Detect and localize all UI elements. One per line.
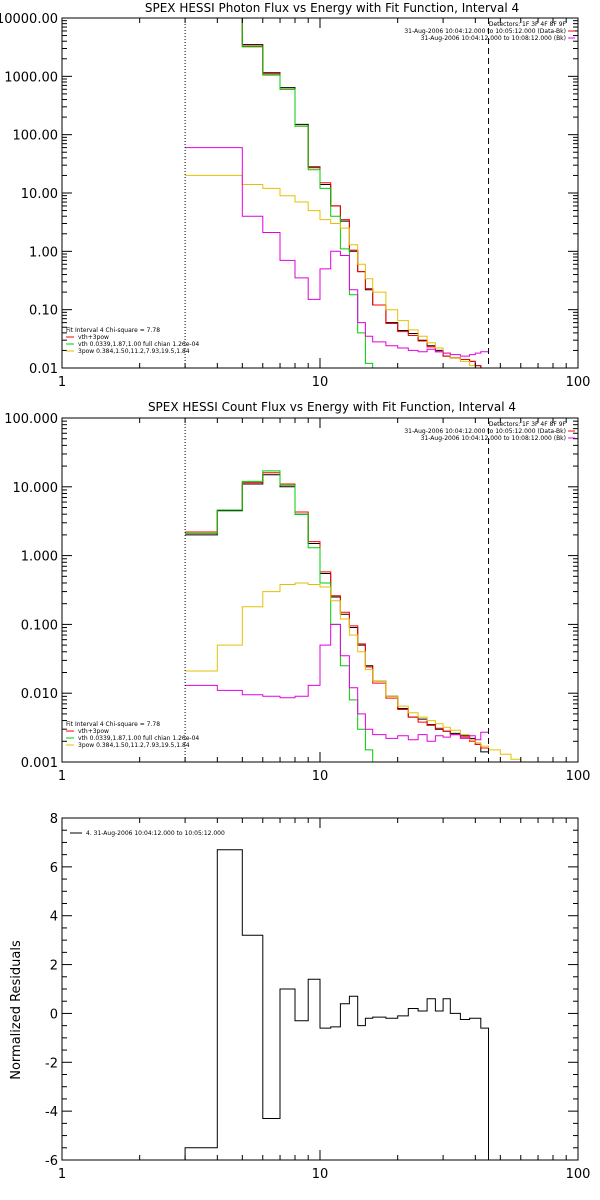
photon-flux-plot-frame [61, 17, 579, 369]
photon-flux-y-tick-label: 0.10 [29, 304, 58, 319]
count-flux-info-text: Detectors: 1F 3F 4F 8F 9F [489, 421, 567, 428]
count-flux-legend-text: vth+3pow [78, 728, 109, 735]
count-flux-y-tick-label: 100.000 [4, 412, 58, 427]
photon-flux-x-tick-label: 100 [566, 375, 591, 390]
count-flux-series-4 [185, 623, 489, 742]
residuals-x-tick-label: 1 [58, 1167, 66, 1182]
photon-flux-y-tick-label: 1.00 [29, 245, 58, 260]
count-flux-series-0 [185, 474, 489, 753]
count-flux-y-tick-label: 0.001 [21, 756, 58, 771]
residuals-y-tick-label: 8 [50, 812, 58, 827]
residuals-y-tick-label: -4 [45, 1105, 58, 1120]
count-flux-info-text: 31-Aug-2006 10:04:12.000 to 10:05:12.000… [404, 428, 566, 435]
count-flux-y-tick-label: 10.000 [13, 481, 59, 496]
photon-flux-y-tick-label: 0.01 [29, 362, 58, 377]
photon-flux-info-text: 31-Aug-2006 10:04:12.000 to 10:08:12.000… [421, 35, 566, 42]
photon-flux-info-text: Detectors: 1F 3F 4F 8F 9F [489, 21, 567, 28]
photon-flux-y-tick-label: 10000.00 [0, 12, 58, 27]
count-flux-y-tick-label: 0.100 [21, 618, 58, 633]
residuals-panel: Normalized Residuals 1 10 100 -6 -4 -2 0 2 4 6 8 4.… [9, 812, 590, 1182]
count-flux-series-3 [185, 582, 539, 762]
count-flux-x-tick-label: 10 [312, 769, 329, 784]
residuals-y-axis-label: Normalized Residuals [9, 940, 24, 1080]
photon-flux-legend-text: 3pow 0.384,1.50,11.2,7.93,19.5,1.84 [78, 348, 190, 355]
photon-flux-series-4 [185, 147, 489, 357]
photon-flux-series-2 [185, 18, 374, 368]
count-flux-x-tick-label: 100 [566, 769, 591, 784]
photon-flux-legend-text: Fit Interval 4 Chi-square = 7.78 [66, 327, 160, 334]
count-flux-panel: SPEX HESSI Count Flux vs Energy with Fit… [4, 400, 590, 784]
count-flux-plot-frame [61, 417, 579, 763]
residuals-x-tick-label: 10 [312, 1167, 329, 1182]
photon-flux-y-tick-label: 10.00 [21, 187, 58, 202]
residuals-x-tick-label: 100 [566, 1167, 591, 1182]
photon-flux-info-text: 31-Aug-2006 10:04:12.000 to 10:05:12.000… [404, 28, 566, 35]
count-flux-series-2 [185, 470, 374, 762]
residuals-legend-text: 4. 31-Aug-2006 10:04:12.000 to 10:05:12.… [86, 830, 225, 837]
count-flux-legend-text: 3pow 0.384,1.50,11.2,7.93,19.5,1.84 [78, 742, 190, 749]
residuals-y-tick-label: 2 [50, 959, 58, 974]
photon-flux-title: SPEX HESSI Photon Flux vs Energy with Fi… [145, 1, 519, 15]
photon-flux-y-tick-label: 1000.00 [4, 70, 58, 85]
count-flux-legend-text: Fit Interval 4 Chi-square = 7.78 [66, 721, 160, 728]
residuals-y-tick-label: 6 [50, 861, 58, 876]
residuals-y-tick-label: -6 [45, 1154, 58, 1169]
residuals-series-0 [184, 849, 489, 1160]
residuals-y-tick-label: -2 [45, 1056, 58, 1071]
photon-flux-panel: SPEX HESSI Photon Flux vs Energy with Fi… [0, 1, 590, 390]
photon-flux-x-tick-label: 10 [312, 375, 329, 390]
photon-flux-series-3 [185, 174, 476, 368]
photon-flux-series-1 [185, 18, 482, 368]
count-flux-legend-text: vth 0.0339,1.87,1.00 full chian 1.26e-04 [78, 735, 199, 742]
count-flux-info-text: 31-Aug-2006 10:04:12.000 to 10:08:12.000… [421, 435, 566, 442]
photon-flux-x-tick-label: 1 [58, 375, 66, 390]
photon-flux-legend-text: vth+3pow [78, 334, 109, 341]
residuals-y-tick-label: 4 [50, 910, 58, 925]
count-flux-y-tick-label: 1.000 [21, 550, 58, 565]
count-flux-y-tick-label: 0.010 [21, 687, 58, 702]
residuals-y-tick-label: 0 [50, 1007, 58, 1022]
count-flux-series-1 [185, 472, 489, 749]
count-flux-x-tick-label: 1 [58, 769, 66, 784]
photon-flux-y-tick-label: 100.00 [13, 129, 59, 144]
photon-flux-series-0 [185, 18, 482, 368]
photon-flux-legend-text: vth 0.0339,1.87,1.00 full chian 1.26e-04 [78, 341, 199, 348]
count-flux-title: SPEX HESSI Count Flux vs Energy with Fit… [148, 400, 516, 414]
